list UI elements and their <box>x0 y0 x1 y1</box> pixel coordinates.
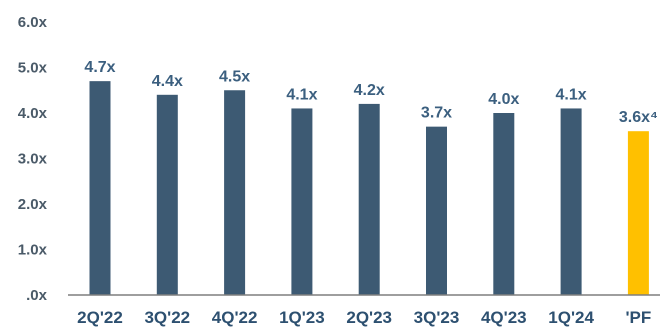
bars <box>89 81 649 296</box>
x-category-label: 2Q'23 <box>346 308 392 327</box>
y-tick-label: 3.0x <box>18 151 48 168</box>
bar <box>89 81 111 296</box>
y-tick-label: 4.0x <box>18 105 48 122</box>
bar <box>291 108 313 295</box>
y-tick-label: 6.0x <box>18 14 48 31</box>
bar <box>358 103 380 296</box>
x-category-label: 2Q'22 <box>77 308 123 327</box>
x-category-label: 3Q'22 <box>144 308 190 327</box>
data-label: 4.1x <box>286 86 317 103</box>
bar <box>493 113 515 295</box>
data-label: 4.1x <box>556 86 587 103</box>
x-category-label: 3Q'23 <box>414 308 460 327</box>
x-category-label: 'PF <box>626 308 652 327</box>
data-label: 4.7x <box>84 59 115 76</box>
data-label: 4.5x <box>219 68 250 85</box>
data-label: 4.2x <box>354 82 385 99</box>
bar <box>224 90 246 295</box>
x-category-label: 4Q'22 <box>212 308 258 327</box>
y-tick-label: 2.0x <box>18 196 48 213</box>
bar <box>156 94 178 295</box>
x-category-label: 1Q'23 <box>279 308 325 327</box>
bar <box>426 126 447 296</box>
data-label: 4.0x <box>488 91 519 108</box>
y-tick-label: .0x <box>26 287 48 304</box>
y-tick-label: 1.0x <box>18 242 48 259</box>
bar <box>560 108 582 295</box>
data-labels: 4.7x 4.4x 4.5x 4.1x 4.2x 3.7x 4.0x 4.1x 3.6x⁴ <box>84 59 658 126</box>
bar-pro-forma <box>627 131 649 295</box>
data-label: 3.7x <box>421 105 452 122</box>
x-axis-category-labels: 2Q'22 3Q'22 4Q'22 1Q'23 2Q'23 3Q'23 4Q'23 1Q'24… <box>77 308 651 327</box>
data-label: 4.4x <box>152 73 183 90</box>
y-axis-tick-labels: .0x 1.0x 2.0x 3.0x 4.0x 5.0x 6.0x <box>18 14 48 304</box>
x-category-label: 1Q'24 <box>548 308 594 327</box>
data-label: 3.6x⁴ <box>619 109 658 126</box>
x-category-label: 4Q'23 <box>481 308 527 327</box>
y-tick-label: 5.0x <box>18 60 48 77</box>
